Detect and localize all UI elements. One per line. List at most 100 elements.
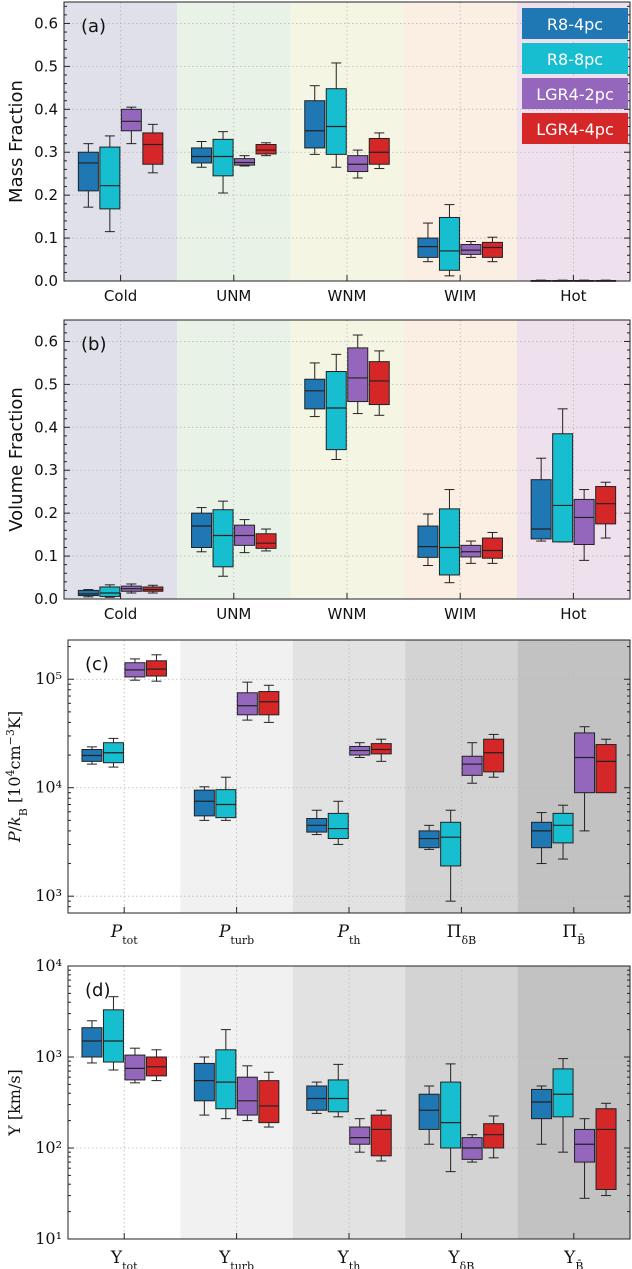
box-body (215, 789, 237, 819)
y-tick-label: 10⁴ (35, 956, 62, 975)
box-R8-8pc-3 (438, 204, 460, 277)
box-R8-8pc-4 (552, 408, 574, 543)
box-body (347, 347, 369, 403)
box-LGR4-2pc-0 (120, 106, 142, 145)
box-body (234, 158, 256, 166)
box-body (368, 361, 390, 406)
box-body (461, 755, 483, 776)
panel-d: 10¹ 10² 10³ 10⁴ Υtot Υturb Υth ΥδB ΥB̄ (d) Υ [km/s… (5, 956, 631, 1269)
y-tick-label: 0.2 (34, 504, 58, 522)
box-body (440, 1081, 462, 1149)
box-LGR4-2pc-2 (347, 334, 369, 415)
y-axis-label: Υ [km/s] (5, 1069, 24, 1137)
box-body (595, 1108, 617, 1190)
y-axis-label: Volume Fraction (6, 387, 27, 532)
box-body (145, 660, 167, 677)
box-R8-4pc-1 (193, 786, 215, 821)
box-R8-8pc-0 (99, 135, 121, 233)
y-tick-label: 0.6 (34, 332, 58, 350)
box-body (481, 537, 503, 559)
box-body (304, 100, 326, 149)
box-body (418, 830, 440, 849)
box-R8-8pc-2 (325, 353, 347, 460)
box-body (574, 732, 596, 794)
x-tick-label: Ptot (110, 922, 138, 947)
box-body (531, 821, 553, 849)
y-ticks (68, 965, 630, 1240)
box-R8-8pc-0 (102, 996, 124, 1071)
box-R8-8pc-1 (212, 131, 234, 194)
box-LGR4-4pc-0 (142, 123, 164, 174)
box-body (460, 244, 482, 255)
y-ticks (68, 646, 630, 908)
x-tick-label: ΠδB (447, 922, 477, 947)
y-tick-label: 0.0 (34, 590, 58, 608)
box-LGR4-4pc-2 (370, 1109, 392, 1162)
box-R8-8pc-0 (102, 737, 124, 768)
legend-label: LGR4-4pc (536, 120, 614, 139)
box-R8-4pc-4 (531, 812, 553, 865)
y-tick-label: 0.1 (34, 547, 58, 565)
legend-swatch (522, 113, 628, 144)
box-LGR4-2pc-0 (124, 1047, 146, 1084)
y-tick-label: 0.5 (34, 57, 58, 75)
box-body (347, 155, 369, 173)
box-R8-8pc-3 (440, 1063, 462, 1173)
box-LGR4-4pc-1 (258, 1071, 280, 1128)
box-body (212, 138, 234, 177)
y-tick-label: 0.1 (34, 229, 58, 247)
box-body (552, 433, 574, 543)
grid (64, 320, 630, 599)
x-tick-label: ΥδB (447, 1248, 474, 1269)
box-R8-4pc-4 (531, 1085, 553, 1145)
box-LGR4-2pc-1 (234, 155, 256, 167)
box-R8-4pc-4 (530, 457, 552, 542)
panel-letter: (a) (81, 16, 106, 37)
box-LGR4-2pc-2 (349, 1118, 371, 1153)
y-tick-label: 10³ (35, 886, 62, 905)
box-LGR4-2pc-1 (234, 519, 256, 554)
box-body (212, 509, 234, 568)
box-body (236, 1076, 258, 1116)
box-body (368, 137, 390, 165)
box-LGR4-4pc-2 (368, 132, 390, 170)
box-R8-4pc-3 (418, 824, 440, 850)
box-body (255, 533, 277, 549)
y-axis-label: P/kB [104cm−3K] (4, 711, 30, 843)
box-R8-4pc-3 (417, 222, 439, 263)
x-tick-label: WNM (328, 287, 367, 305)
box-body (552, 812, 574, 844)
x-tick-label: Υtot (110, 1248, 138, 1269)
y-tick-label: 0.3 (34, 143, 58, 161)
box-LGR4-4pc-1 (258, 684, 280, 723)
box-LGR4-2pc-1 (236, 1065, 258, 1122)
box-R8-8pc-3 (440, 809, 462, 902)
box-body (370, 743, 392, 755)
box-body (438, 508, 460, 576)
box-LGR4-2pc-2 (347, 149, 369, 179)
box-R8-8pc-0 (99, 584, 121, 598)
x-tick-label: Hot (560, 287, 586, 305)
box-LGR4-2pc-3 (461, 742, 483, 784)
x-tick-label: ΥB̄ (563, 1248, 583, 1269)
box-R8-4pc-2 (304, 85, 326, 155)
box-LGR4-2pc-3 (461, 1134, 483, 1163)
box-body (193, 1062, 215, 1102)
box-body (595, 486, 617, 525)
x-tick-label: Υturb (218, 1248, 254, 1269)
box-R8-8pc-1 (212, 500, 234, 577)
y-tick-label: 10⁵ (35, 669, 62, 688)
box-R8-8pc-4 (552, 804, 574, 860)
box-body (349, 1126, 371, 1145)
box-R8-4pc-3 (418, 1085, 440, 1145)
box-R8-8pc-1 (215, 1029, 237, 1120)
panel-letter: (c) (85, 654, 109, 675)
box-LGR4-2pc-4 (574, 1118, 596, 1199)
box-R8-8pc-4 (552, 1058, 574, 1153)
panel-a: 0.0 0.1 0.2 0.3 0.4 0.5 0.6 Cold UNM WNM WIM Hot (a)… (6, 1, 631, 305)
box-LGR4-4pc-1 (255, 142, 277, 157)
y-tick-label: 0.4 (34, 100, 58, 118)
grid (68, 640, 630, 913)
box-LGR4-4pc-4 (595, 738, 617, 794)
box-body (304, 378, 326, 410)
